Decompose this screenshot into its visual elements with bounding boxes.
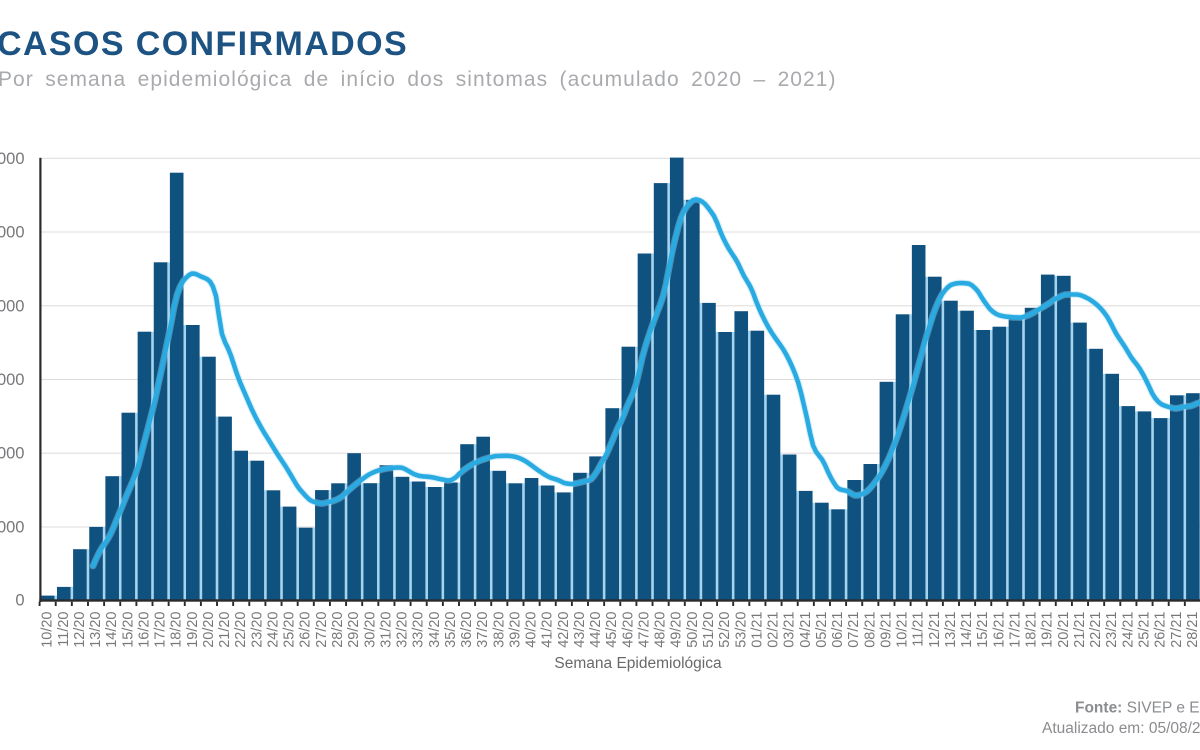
svg-text:44/20: 44/20: [588, 612, 604, 648]
svg-text:14/21: 14/21: [959, 612, 975, 648]
svg-text:32/20: 32/20: [395, 612, 411, 648]
svg-text:10000: 10000: [0, 224, 25, 242]
svg-text:22/21: 22/21: [1088, 612, 1104, 648]
svg-text:24/21: 24/21: [1120, 612, 1136, 648]
svg-text:05/21: 05/21: [814, 612, 830, 648]
svg-text:27/21: 27/21: [1169, 612, 1185, 648]
svg-text:18/21: 18/21: [1024, 612, 1040, 648]
svg-text:18/20: 18/20: [169, 612, 185, 648]
svg-text:53/20: 53/20: [733, 612, 749, 648]
svg-text:28/20: 28/20: [330, 612, 346, 648]
svg-text:52/20: 52/20: [717, 612, 733, 648]
svg-text:23/20: 23/20: [249, 612, 265, 648]
svg-text:16/21: 16/21: [991, 612, 1007, 648]
svg-text:Semana Epidemiológica: Semana Epidemiológica: [554, 655, 722, 672]
svg-text:43/20: 43/20: [572, 612, 588, 648]
svg-text:41/20: 41/20: [540, 612, 556, 648]
svg-text:11/21: 11/21: [911, 612, 927, 647]
svg-text:13/20: 13/20: [88, 612, 104, 648]
svg-text:2000: 2000: [0, 519, 25, 537]
svg-text:50/20: 50/20: [685, 612, 701, 648]
svg-text:34/20: 34/20: [427, 612, 443, 648]
svg-text:27/20: 27/20: [314, 612, 330, 648]
svg-text:36/20: 36/20: [459, 612, 475, 648]
svg-text:15/20: 15/20: [120, 612, 136, 648]
svg-text:10/20: 10/20: [40, 612, 56, 648]
svg-text:33/20: 33/20: [411, 612, 427, 648]
svg-text:14/20: 14/20: [104, 612, 120, 648]
svg-text:04/21: 04/21: [798, 612, 814, 648]
svg-text:39/20: 39/20: [507, 612, 523, 648]
svg-text:06/21: 06/21: [830, 612, 846, 648]
svg-text:21/20: 21/20: [217, 612, 233, 648]
svg-text:45/20: 45/20: [604, 612, 620, 648]
svg-text:38/20: 38/20: [491, 612, 507, 648]
svg-text:40/20: 40/20: [524, 612, 540, 648]
svg-text:4000: 4000: [0, 445, 25, 463]
svg-text:12/21: 12/21: [927, 612, 943, 648]
svg-text:26/20: 26/20: [298, 612, 314, 648]
svg-text:13/21: 13/21: [943, 612, 959, 648]
svg-text:12000: 12000: [0, 150, 25, 168]
svg-text:42/20: 42/20: [556, 612, 572, 648]
svg-text:09/21: 09/21: [878, 612, 894, 648]
svg-text:23/21: 23/21: [1104, 612, 1120, 648]
svg-text:21/21: 21/21: [1072, 612, 1088, 648]
svg-text:16/20: 16/20: [136, 612, 152, 648]
svg-text:12/20: 12/20: [72, 612, 88, 648]
svg-text:25/21: 25/21: [1137, 612, 1153, 648]
svg-text:Fonte: SIVEP e ESUS: Fonte: SIVEP e ESUS: [1075, 700, 1200, 717]
svg-text:07/21: 07/21: [846, 612, 862, 648]
svg-text:24/20: 24/20: [266, 612, 282, 648]
svg-text:35/20: 35/20: [443, 612, 459, 648]
svg-text:37/20: 37/20: [475, 612, 491, 648]
svg-text:31/20: 31/20: [378, 612, 394, 648]
svg-text:28/21: 28/21: [1185, 612, 1200, 648]
svg-text:49/20: 49/20: [669, 612, 685, 648]
svg-text:51/20: 51/20: [701, 612, 717, 648]
svg-text:15/21: 15/21: [975, 612, 991, 648]
svg-text:03/21: 03/21: [782, 612, 798, 648]
svg-text:46/20: 46/20: [620, 612, 636, 648]
svg-text:26/21: 26/21: [1153, 612, 1169, 648]
svg-text:19/21: 19/21: [1040, 612, 1056, 648]
svg-text:20/20: 20/20: [201, 612, 217, 648]
svg-text:01/21: 01/21: [749, 612, 765, 648]
svg-text:22/20: 22/20: [233, 612, 249, 648]
svg-text:0: 0: [15, 592, 24, 610]
svg-text:11/20: 11/20: [56, 612, 72, 647]
svg-text:25/20: 25/20: [282, 612, 298, 648]
svg-text:20/21: 20/21: [1056, 612, 1072, 648]
svg-text:30/20: 30/20: [362, 612, 378, 648]
svg-text:48/20: 48/20: [653, 612, 669, 648]
svg-text:17/21: 17/21: [1008, 612, 1024, 648]
svg-text:10/21: 10/21: [895, 612, 911, 648]
svg-text:02/21: 02/21: [766, 612, 782, 648]
svg-text:8000: 8000: [0, 297, 25, 315]
svg-text:Atualizado em: 05/08/2021: Atualizado em: 05/08/2021: [1042, 720, 1200, 737]
svg-text:47/20: 47/20: [637, 612, 653, 648]
svg-text:19/20: 19/20: [185, 612, 201, 648]
svg-text:17/20: 17/20: [153, 612, 169, 648]
svg-text:6000: 6000: [0, 371, 25, 389]
svg-text:29/20: 29/20: [346, 612, 362, 648]
svg-text:08/21: 08/21: [862, 612, 878, 648]
